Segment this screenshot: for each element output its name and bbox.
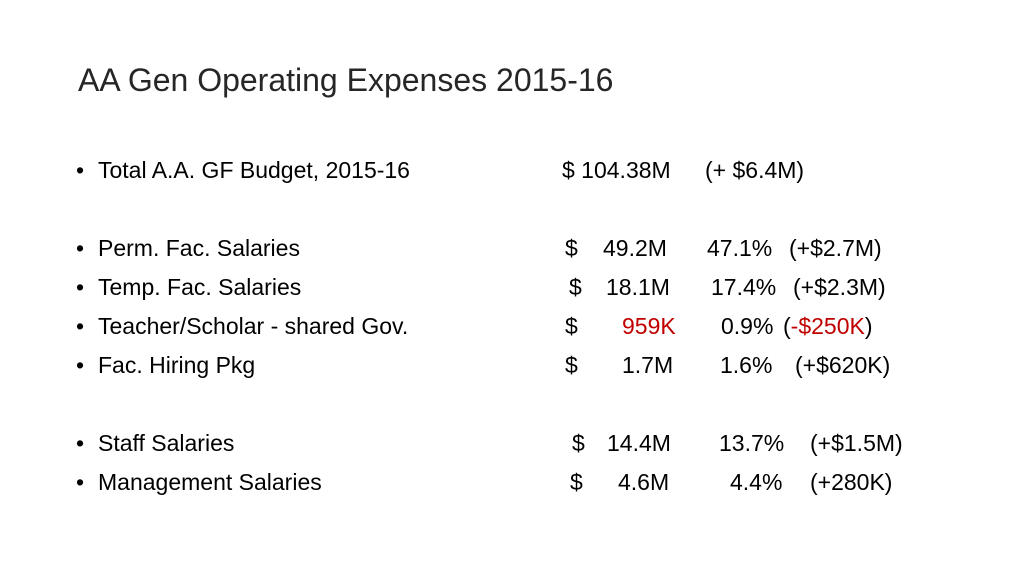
- item-label: Fac. Hiring Pkg: [98, 352, 256, 378]
- slide-title: AA Gen Operating Expenses 2015-16: [78, 62, 614, 98]
- bullet: •: [76, 235, 85, 261]
- item-amount: 18.1M: [606, 274, 670, 300]
- item-change: (+$2.3M): [793, 274, 886, 300]
- item-change: (+$1.5M): [810, 430, 903, 456]
- bullet: •: [76, 352, 85, 378]
- item-pct: 0.9%: [721, 313, 774, 339]
- item-amount: 1.7M: [622, 352, 674, 378]
- item-amount: $ 104.38M: [562, 157, 671, 183]
- item-currency: $: [569, 274, 582, 300]
- item-currency: $: [565, 352, 578, 378]
- bullet: •: [76, 313, 85, 339]
- item-change: (+280K): [810, 469, 893, 495]
- item-pct: 4.4%: [730, 469, 783, 495]
- item-label: Teacher/Scholar - shared Gov.: [98, 313, 409, 339]
- item-currency: $: [570, 469, 583, 495]
- item-change: (+ $6.4M): [705, 157, 805, 183]
- item-change: (-$250K): [783, 313, 873, 339]
- item-label: Management Salaries: [98, 469, 322, 495]
- bullet: •: [76, 469, 85, 495]
- item-currency: $: [565, 313, 578, 339]
- item-change-value: -$250K: [790, 313, 865, 339]
- bullet: •: [76, 430, 85, 456]
- item-label: Total A.A. GF Budget, 2015-16: [98, 157, 410, 183]
- item-amount: 959K: [622, 313, 676, 339]
- item-change: (+$2.7M): [789, 235, 882, 261]
- item-pct: 17.4%: [711, 274, 777, 300]
- item-amount: 4.6M: [618, 469, 670, 495]
- bullet: •: [76, 274, 85, 300]
- item-label: Temp. Fac. Salaries: [98, 274, 302, 300]
- item-change: (+$620K): [795, 352, 891, 378]
- item-pct: 13.7%: [719, 430, 785, 456]
- item-currency: $: [572, 430, 585, 456]
- item-pct: 47.1%: [707, 235, 773, 261]
- item-currency: $: [565, 235, 578, 261]
- item-pct: 1.6%: [720, 352, 773, 378]
- item-label: Staff Salaries: [98, 430, 235, 456]
- item-amount: 49.2M: [603, 235, 667, 261]
- item-label: Perm. Fac. Salaries: [98, 235, 300, 261]
- bullet: •: [76, 157, 85, 183]
- item-amount: 14.4M: [607, 430, 671, 456]
